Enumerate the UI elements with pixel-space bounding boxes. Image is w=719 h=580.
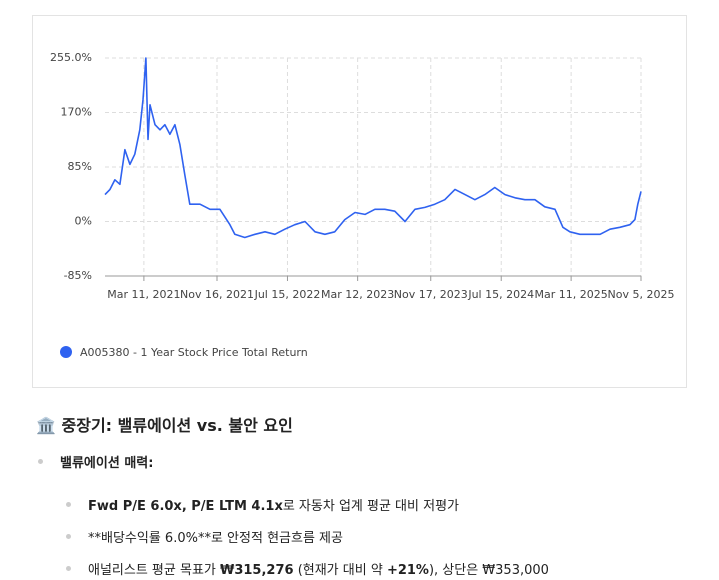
x-tick-label: Mar 12, 2023 bbox=[321, 288, 394, 301]
x-tick-label: Mar 11, 2021 bbox=[107, 288, 180, 301]
text-run: (현재가 대비 약 bbox=[293, 563, 387, 578]
heading-text: 중장기: 밸류에이션 vs. 불안 요인 bbox=[61, 416, 293, 435]
x-tick-label: Mar 11, 2025 bbox=[534, 288, 607, 301]
bullet: 밸류에이션 매력: bbox=[60, 456, 154, 471]
text-run: 애널리스트 평균 목표가 bbox=[88, 563, 220, 578]
icon: 🏛️ bbox=[36, 416, 56, 435]
text-run: +21% bbox=[386, 563, 429, 578]
x-tick-label: Nov 17, 2023 bbox=[394, 288, 468, 301]
list-item: 애널리스트 평균 목표가 ₩315,276 (현재가 대비 약 +21%), 상… bbox=[88, 559, 549, 578]
list-item: **배당수익률 6.0%**로 안정적 현금흐름 제공 bbox=[88, 527, 343, 546]
chart-card bbox=[32, 15, 687, 388]
text-run: ), 상단은 ₩353,000 bbox=[428, 563, 549, 578]
list-item: Fwd P/E 6.0x, P/E LTM 4.1x로 자동차 업계 평균 대비… bbox=[88, 495, 459, 514]
legend-label: A005380 - 1 Year Stock Price Total Retur… bbox=[80, 346, 308, 359]
x-tick-label: Jul 15, 2024 bbox=[467, 288, 534, 301]
bullet-dot bbox=[38, 459, 43, 464]
y-tick-label: 255.0% bbox=[50, 51, 92, 64]
y-tick-label: 0% bbox=[75, 215, 92, 228]
x-tick-label: Nov 16, 2021 bbox=[180, 288, 254, 301]
text-run: 로 자동차 업계 평균 대비 저평가 bbox=[282, 499, 459, 514]
section-heading: 🏛️ 중장기: 밸류에이션 vs. 불안 요인 bbox=[36, 412, 293, 436]
series-line bbox=[104, 57, 642, 239]
bullet-dot bbox=[66, 534, 71, 539]
y-tick-label: 170% bbox=[61, 106, 92, 119]
x-tick-label: Nov 5, 2025 bbox=[608, 288, 675, 301]
text-run: **배당수익률 6.0%**로 안정적 현금흐름 제공 bbox=[88, 531, 343, 546]
bullet-dot bbox=[66, 502, 71, 507]
chart: -85% 0% 85% 170% 255.0% Mar 11, 2021 Nov 16, 2… bbox=[50, 51, 675, 359]
y-tick-label: 85% bbox=[68, 160, 92, 173]
bullet-dot bbox=[66, 566, 71, 571]
legend-marker bbox=[60, 346, 72, 358]
x-tick-label: Jul 15, 2022 bbox=[254, 288, 321, 301]
text-run: Fwd P/E 6.0x, P/E LTM 4.1x bbox=[88, 499, 283, 514]
text-run: ₩315,276 bbox=[220, 563, 294, 578]
y-tick-label: -85% bbox=[64, 269, 92, 282]
